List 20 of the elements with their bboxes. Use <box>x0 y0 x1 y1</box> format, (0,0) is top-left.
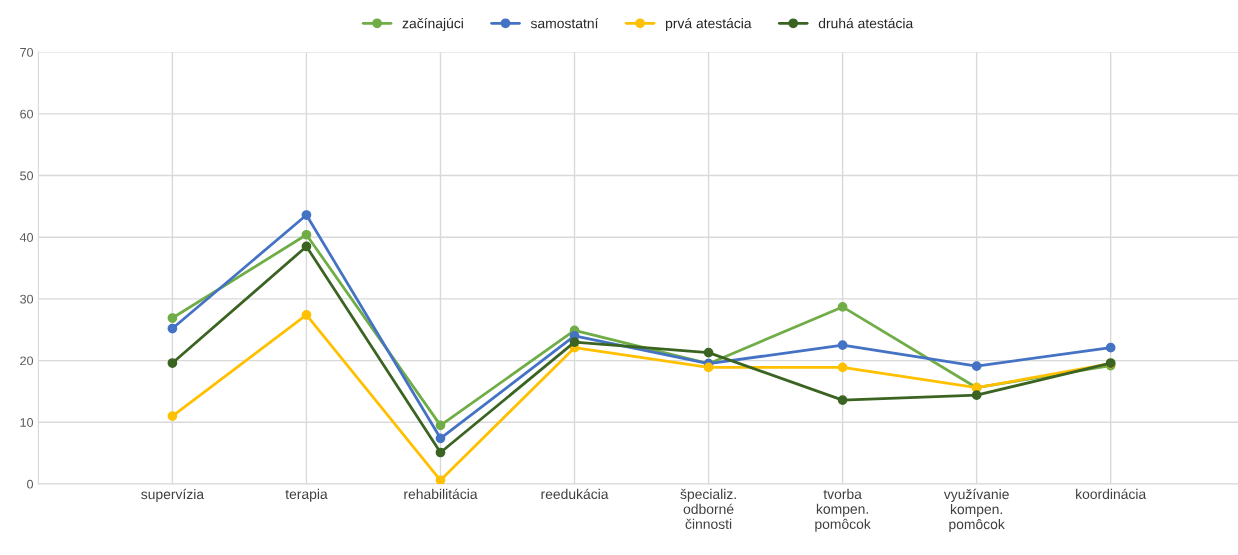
x-tick-label: rehabilitácia <box>404 488 478 500</box>
x-tick-label: špecializ. odborné činnosti <box>680 488 736 529</box>
x-tick-label: reedukácia <box>541 488 609 500</box>
y-tick-label: 70 <box>20 47 34 57</box>
x-tick-label: využívanie kompen. pomôcok <box>943 488 1009 532</box>
x-tick-label: koordinácia <box>1076 488 1147 500</box>
y-tick-label: 10 <box>20 418 34 427</box>
y-tick-label: 40 <box>19 233 34 242</box>
y-tick-label: 20 <box>20 356 34 366</box>
legend-label: prvá atestácia <box>665 17 752 32</box>
legend-label: druhá atestácia <box>818 17 914 29</box>
x-tick-label: terapia <box>285 488 328 502</box>
y-tick-label: 30 <box>20 294 34 304</box>
legend-label: samostatní <box>530 17 599 29</box>
legend-label: začínajúci <box>402 17 463 32</box>
y-tick-label: 60 <box>20 109 34 119</box>
x-tick-label: tvorba kompen. pomôcok <box>815 488 871 532</box>
y-tick-label: 50 <box>20 171 34 181</box>
y-tick-label: 0 <box>27 479 34 489</box>
x-tick-label: supervízia <box>141 488 205 502</box>
